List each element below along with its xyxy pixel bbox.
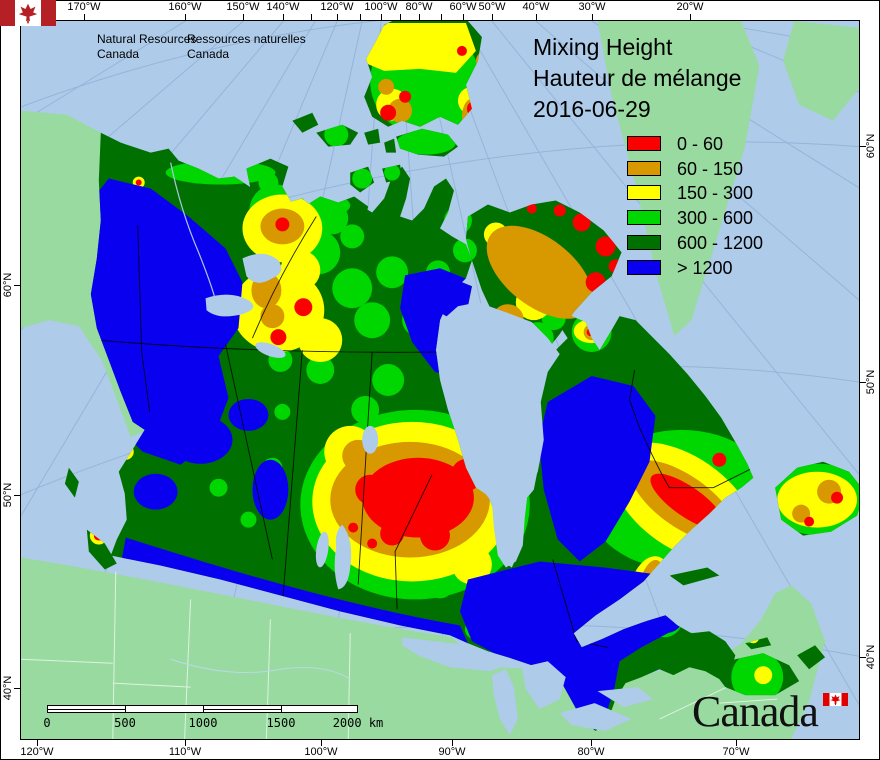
longitude-tick [381, 14, 382, 20]
longitude-tick [591, 740, 592, 746]
legend-swatch [627, 234, 661, 250]
legend-swatch [627, 259, 661, 275]
map-frame [20, 20, 860, 740]
longitude-tick [311, 14, 312, 20]
legend-label: 0 - 60 [677, 134, 724, 154]
legend-label: 300 - 600 [677, 208, 754, 229]
longitude-tick [283, 14, 284, 20]
longitude-tick-label: 80°W [577, 746, 605, 758]
latitude-tick [14, 495, 20, 496]
latitude-tick [14, 285, 20, 286]
longitude-tick-label: 70°W [722, 746, 750, 758]
mackenzie-river [170, 162, 217, 301]
department-name-fr: Ressources naturelles Canada [187, 32, 306, 61]
legend-swatch [627, 136, 661, 151]
longitude-tick-label: 30°W [578, 1, 606, 13]
longitude-tick [452, 740, 453, 746]
wordmark-flag-icon [823, 693, 848, 706]
longitude-tick [84, 14, 85, 20]
longitude-tick [337, 14, 338, 20]
map-title-fr: Hauteur de mélange [533, 65, 742, 91]
legend-label: 600 - 1200 [677, 232, 764, 253]
latitude-tick-label: 40°N [865, 644, 877, 670]
wordmark-text: Canada [692, 687, 819, 736]
lake-erie [559, 703, 632, 732]
longitude-tick-label: 100°W [304, 746, 338, 758]
longitude-tick-label: 80°W [405, 1, 433, 13]
legend-swatch [627, 185, 661, 201]
latitude-tick-label: 50°N [865, 369, 877, 395]
scale-bar-label: 1500 [266, 716, 296, 730]
longitude-tick [360, 14, 361, 20]
longitude-tick-label: 150°W [226, 1, 260, 13]
scale-bar-label: 0 [43, 716, 51, 730]
department-name-en: Natural Resources Canada [97, 32, 197, 61]
latitude-tick [860, 382, 866, 383]
scale-bar-label: 1000 [188, 716, 218, 730]
scale-bar-box [47, 705, 358, 713]
legend-label: 150 - 300 [677, 183, 754, 204]
longitude-tick-label: 50°W [478, 1, 506, 13]
longitude-tick-label: 90°W [438, 746, 466, 758]
longitude-tick-label: 170°W [67, 1, 101, 13]
scale-bar-label: 500 [114, 716, 136, 730]
longitude-tick [419, 14, 420, 20]
latitude-tick [860, 657, 866, 658]
longitude-tick [463, 14, 464, 20]
canada-wordmark: Canada [692, 686, 848, 737]
longitude-tick [536, 14, 537, 20]
latitude-tick-label: 40°N [2, 675, 14, 701]
longitude-tick [492, 14, 493, 20]
greenland-region [597, 21, 859, 337]
lake-superior [402, 637, 512, 672]
longitude-tick [592, 14, 593, 20]
latitude-tick-label: 50°N [2, 482, 14, 508]
longitude-tick-label: 120°W [320, 1, 354, 13]
legend-label: > 1200 [677, 257, 733, 278]
map-title-en: Mixing Height [533, 34, 673, 60]
lake-huron [521, 661, 566, 710]
legend-swatch [627, 160, 661, 176]
lakes [205, 253, 654, 736]
provincial-borders [64, 216, 774, 648]
latitude-tick-label: 60°N [2, 272, 14, 298]
level-0-60-areas [93, 45, 844, 651]
map-title-date: 2016-06-29 [533, 96, 651, 122]
latitude-tick-label: 60°N [865, 133, 877, 159]
latitude-tick [14, 688, 20, 689]
us-state-borders [21, 571, 778, 739]
latitude-tick [860, 146, 866, 147]
longitude-tick [321, 740, 322, 746]
longitude-tick [736, 740, 737, 746]
canada-flag-icon [0, 0, 56, 26]
longitude-tick-label: 20°W [676, 1, 704, 13]
longitude-tick [441, 14, 442, 20]
longitude-tick [37, 740, 38, 746]
longitude-tick [185, 14, 186, 20]
hudson-bay [436, 302, 560, 568]
longitude-tick-label: 140°W [266, 1, 300, 13]
canada-mixing-height-map [21, 21, 859, 739]
legend-label: 60 - 150 [677, 158, 744, 179]
longitude-tick-label: 60°W [449, 1, 477, 13]
longitude-tick-label: 100°W [364, 1, 398, 13]
longitude-tick-label: 110°W [168, 746, 202, 758]
scale-bar-label: 2000 km [332, 716, 384, 730]
longitude-tick-label: 40°W [522, 1, 550, 13]
longitude-tick [185, 740, 186, 746]
legend-swatch [627, 210, 661, 226]
longitude-tick [690, 14, 691, 20]
longitude-tick-label: 120°W [20, 746, 54, 758]
longitude-tick [243, 14, 244, 20]
lake-michigan [491, 669, 518, 736]
longitude-tick-label: 160°W [168, 1, 202, 13]
lake-ontario [597, 687, 654, 708]
map-title: Mixing Height Hauteur de mélange 2016-06… [533, 32, 741, 125]
longitude-tick [400, 14, 401, 20]
